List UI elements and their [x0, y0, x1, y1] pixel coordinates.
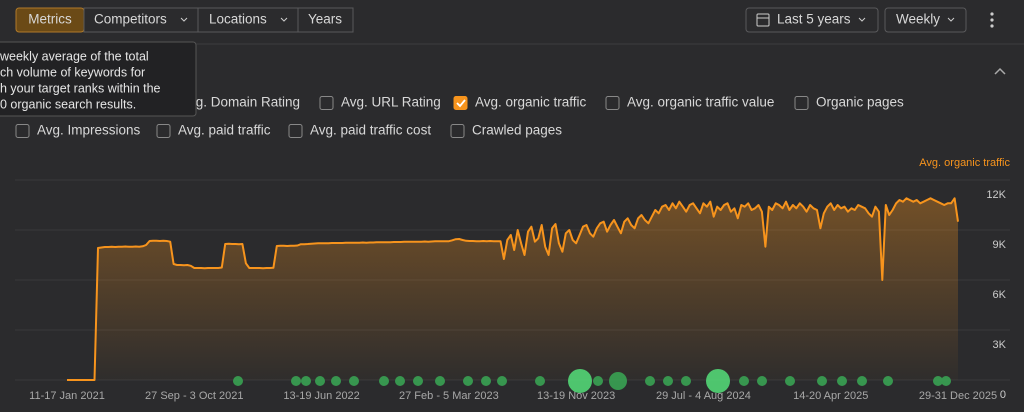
event-markers — [233, 369, 951, 393]
y-tick-label: 0 — [1000, 389, 1006, 401]
x-tick-label: 13-19 Nov 2023 — [537, 390, 615, 402]
checkbox-label: Avg. organic traffic — [475, 95, 587, 110]
tooltip-box — [0, 41, 197, 117]
checkbox[interactable] — [15, 124, 30, 138]
tooltip-line: weekly average of the total — [0, 49, 149, 63]
x-tick-label: 14-20 Apr 2025 — [793, 390, 868, 402]
checkbox[interactable] — [156, 124, 171, 138]
tooltip-line: ch volume of keywords for — [0, 65, 145, 79]
checkbox-label: Avg. paid traffic — [178, 123, 271, 138]
x-tick-label: 29 Jul - 4 Aug 2024 — [656, 390, 751, 402]
tooltip-line: h your target ranks within the — [0, 81, 161, 95]
tab-locations[interactable] — [197, 7, 299, 33]
y-tick-label: 3K — [993, 339, 1007, 351]
period-select[interactable] — [745, 7, 879, 33]
tooltip-line: 0 organic search results. — [0, 97, 136, 111]
y-tick-label: 9K — [993, 239, 1007, 251]
checkbox-label: vg. Domain Rating — [189, 95, 300, 110]
tab-label: Years — [308, 12, 342, 27]
tab-label: Locations — [209, 12, 267, 27]
checkbox[interactable] — [288, 124, 303, 138]
x-tick-label: 13-19 Jun 2022 — [283, 390, 359, 402]
tab-label: Metrics — [28, 12, 72, 27]
tab-competitors[interactable] — [83, 7, 199, 33]
chart: Avg. organic traffic 0 3K 6K 9K 12K 11-17 Jan … — [15, 157, 1010, 402]
x-tick-label: 27 Feb - 5 Mar 2023 — [399, 390, 499, 402]
chevron — [947, 17, 955, 22]
tab-years[interactable] — [297, 7, 354, 33]
x-tick-label: 29-31 Dec 2025 — [919, 390, 997, 402]
metric-checkboxes: vg. Domain Rating Avg. URL Rating Avg. org… — [15, 95, 904, 138]
checkbox[interactable] — [794, 96, 809, 110]
area — [67, 198, 958, 380]
chevron — [180, 17, 188, 22]
x-tick-label: 27 Sep - 3 Oct 2021 — [145, 390, 243, 402]
checkbox-label: Crawled pages — [472, 123, 562, 138]
checkbox-label: Avg. organic traffic value — [627, 95, 774, 110]
checkbox[interactable] — [453, 96, 468, 110]
checkbox[interactable] — [605, 96, 620, 110]
y-tick-label: 6K — [993, 289, 1007, 301]
tab-label: Competitors — [94, 12, 167, 27]
checkbox[interactable] — [319, 96, 334, 110]
checkmark — [456, 99, 466, 108]
line — [67, 197, 959, 381]
toolbar: Metrics Competitors Locations Years Last… — [15, 7, 994, 33]
y-tick-label: 12K — [986, 189, 1006, 201]
tooltip: weekly average of the total ch volume of … — [0, 41, 197, 117]
checkbox-label: Avg. Impressions — [37, 123, 141, 138]
more-menu[interactable] — [990, 12, 994, 28]
checkbox-label: Avg. paid traffic cost — [310, 123, 431, 138]
period-label: Last 5 years — [777, 12, 851, 27]
checkbox-label: Avg. URL Rating — [341, 95, 441, 110]
checkbox-label: Organic pages — [816, 95, 904, 110]
checkbox[interactable] — [450, 124, 465, 138]
interval-select[interactable] — [884, 7, 967, 33]
chevron — [858, 17, 866, 22]
chevron — [280, 17, 288, 22]
x-tick-label: 11-17 Jan 2021 — [29, 390, 105, 402]
y-axis-title: Avg. organic traffic — [919, 157, 1010, 169]
calendar-icon — [756, 13, 770, 27]
collapse-chevron[interactable] — [994, 67, 1006, 75]
interval-label: Weekly — [896, 12, 940, 27]
